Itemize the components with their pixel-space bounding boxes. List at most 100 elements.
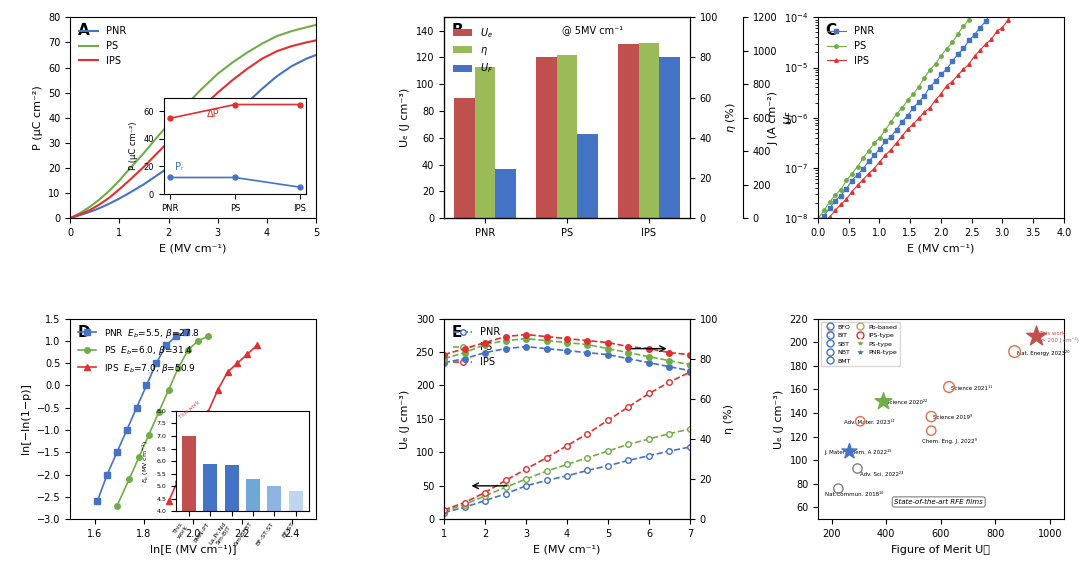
PNR — [270, 73, 283, 80]
PS — [684, 425, 697, 432]
PNR — [499, 490, 512, 497]
IPS — [885, 146, 897, 153]
IPS — [934, 90, 947, 97]
IPS — [83, 207, 96, 213]
IPS — [123, 177, 136, 184]
Line: IPS  $E_b$=7.0, $\beta$=50.9: IPS $E_b$=7.0, $\beta$=50.9 — [166, 343, 260, 504]
IPS — [923, 104, 936, 111]
Text: This work
(> 200 J cm⁻³): This work (> 200 J cm⁻³) — [1039, 331, 1079, 343]
IPS — [851, 182, 864, 189]
PS — [622, 441, 635, 448]
IPS — [1018, 0, 1031, 6]
PS — [93, 196, 106, 203]
PNR — [913, 99, 926, 106]
PS — [923, 66, 936, 73]
PS — [300, 24, 313, 31]
PS — [951, 31, 964, 38]
PNR — [663, 448, 676, 455]
PNR — [226, 113, 239, 120]
PS — [212, 70, 225, 77]
Bar — [537, 58, 557, 218]
PS — [823, 198, 836, 205]
Y-axis label: η (%): η (%) — [724, 404, 733, 434]
PS — [167, 115, 180, 122]
Point — [875, 396, 892, 406]
Text: F: F — [825, 324, 836, 339]
PNR — [840, 185, 853, 192]
Text: B: B — [451, 23, 463, 38]
PS — [957, 23, 970, 29]
PNR — [519, 482, 532, 489]
PS — [846, 170, 859, 177]
PNR  $E_b$=5.5, $\beta$=27.8 — [140, 382, 153, 389]
IPS — [622, 403, 635, 410]
Line: PNR: PNR — [816, 0, 1066, 223]
PNR — [941, 65, 954, 72]
Point — [851, 417, 868, 426]
Line: PS  $E_b$=6.0, $\beta$=31.4: PS $E_b$=6.0, $\beta$=31.4 — [114, 334, 211, 509]
PNR — [812, 218, 825, 225]
PS — [226, 59, 239, 66]
Text: D: D — [78, 324, 91, 339]
PS — [913, 83, 926, 90]
PS — [478, 492, 491, 499]
PS — [458, 501, 471, 508]
PNR — [851, 171, 864, 178]
IPS — [663, 379, 676, 385]
Y-axis label: ln[−ln(1−p)]: ln[−ln(1−p)] — [22, 384, 31, 454]
Text: E: E — [451, 324, 462, 339]
PS  $E_b$=6.0, $\beta$=31.4 — [172, 364, 185, 371]
Legend: PNR, PS, IPS: PNR, PS, IPS — [449, 323, 504, 371]
PS  $E_b$=6.0, $\beta$=31.4 — [143, 431, 156, 438]
IPS — [561, 442, 573, 449]
PS — [895, 104, 908, 111]
PNR — [907, 104, 920, 111]
PNR — [946, 58, 959, 65]
PNR — [285, 63, 298, 70]
IPS  $E_b$=7.0, $\beta$=50.9 — [251, 342, 264, 349]
PS — [241, 49, 254, 56]
Bar — [618, 44, 638, 218]
Point — [922, 426, 940, 435]
IPS  $E_b$=7.0, $\beta$=50.9 — [231, 359, 244, 366]
Text: J. Mater. Chem. A 2022¹⁵: J. Mater. Chem. A 2022¹⁵ — [825, 449, 892, 455]
PNR — [823, 205, 836, 212]
PS  $E_b$=6.0, $\beta$=31.4 — [181, 346, 194, 353]
IPS — [181, 118, 194, 125]
X-axis label: E (MV cm⁻¹): E (MV cm⁻¹) — [160, 243, 227, 253]
Text: @ 5MV cm⁻¹: @ 5MV cm⁻¹ — [562, 25, 623, 35]
PS — [137, 149, 150, 156]
PS — [874, 134, 887, 141]
Legend: PNR, PS, IPS: PNR, PS, IPS — [76, 22, 131, 70]
Bar — [475, 67, 496, 218]
PNR  $E_b$=5.5, $\beta$=27.8 — [91, 498, 104, 505]
IPS  $E_b$=7.0, $\beta$=50.9 — [191, 431, 204, 438]
IPS — [499, 477, 512, 484]
PNR — [684, 444, 697, 451]
PS — [818, 207, 831, 214]
PS — [103, 187, 116, 194]
Text: A: A — [78, 23, 90, 38]
IPS — [197, 103, 210, 110]
PNR — [137, 181, 150, 188]
PNR — [934, 71, 947, 78]
PS — [181, 99, 194, 106]
IPS — [152, 148, 165, 155]
PNR — [890, 126, 903, 133]
Y-axis label: $U_F$: $U_F$ — [783, 110, 796, 125]
PNR — [885, 133, 897, 140]
IPS — [968, 53, 981, 59]
Line: PS: PS — [70, 25, 316, 218]
IPS — [980, 40, 993, 47]
PNR — [918, 92, 931, 99]
Legend: PNR, PS, IPS: PNR, PS, IPS — [823, 22, 878, 70]
PS — [113, 177, 126, 184]
IPS — [93, 201, 106, 208]
PS — [862, 147, 875, 154]
PS  $E_b$=6.0, $\beta$=31.4 — [123, 475, 136, 482]
Point — [1005, 347, 1023, 356]
PS — [602, 448, 615, 455]
IPS — [1008, 9, 1021, 16]
IPS — [846, 188, 859, 195]
PNR — [123, 189, 136, 196]
